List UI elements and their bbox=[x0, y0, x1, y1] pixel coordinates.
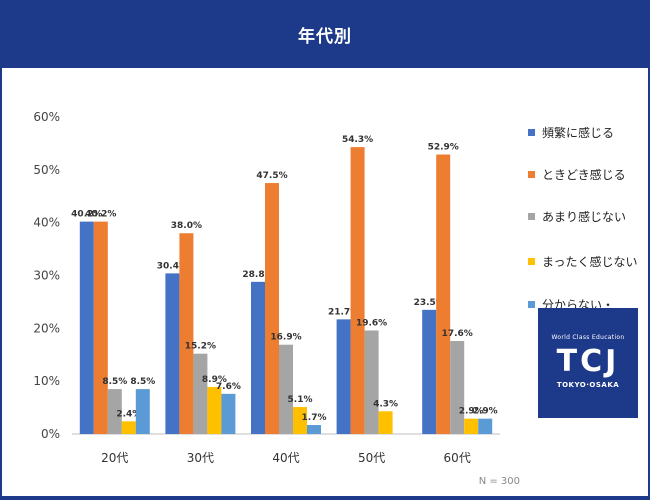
bar bbox=[93, 221, 108, 434]
y-tick-label: 10% bbox=[33, 374, 60, 388]
data-label: 28.8% bbox=[242, 270, 273, 280]
legend-label: まったく感じない bbox=[542, 254, 638, 269]
category-label: 50代 bbox=[358, 451, 385, 465]
bar bbox=[293, 407, 307, 434]
data-label: 16.9% bbox=[270, 333, 301, 343]
chart-panel: 0% 10% 20% 30% 40% 50% 60% 40.2% 40.2% 8.5% 2.4% 8.… bbox=[2, 68, 648, 496]
y-tick-label: 20% bbox=[33, 321, 60, 335]
bar bbox=[478, 418, 493, 434]
bar bbox=[193, 353, 208, 434]
bar bbox=[350, 147, 365, 434]
bar bbox=[251, 281, 265, 434]
y-tick-label: 50% bbox=[33, 163, 60, 177]
data-label: 8.5% bbox=[130, 377, 155, 387]
y-tick-label: 0% bbox=[41, 427, 60, 441]
legend-label: あまり感じない bbox=[542, 209, 626, 224]
bar bbox=[121, 421, 136, 434]
data-label: 40.2% bbox=[85, 210, 116, 220]
bar bbox=[279, 344, 293, 434]
data-label: 15.2% bbox=[185, 342, 216, 352]
data-label: 8.9% bbox=[202, 375, 227, 385]
data-label: 38.0% bbox=[171, 221, 202, 231]
bar bbox=[221, 393, 236, 434]
data-label: 2.4% bbox=[116, 409, 141, 419]
bar bbox=[364, 330, 379, 434]
bar bbox=[464, 418, 479, 434]
y-tick-label: 60% bbox=[33, 110, 60, 124]
data-label: 4.3% bbox=[373, 399, 398, 409]
data-label: 52.9% bbox=[428, 143, 459, 153]
bar bbox=[336, 319, 351, 434]
bar-chart: 0% 10% 20% 30% 40% 50% 60% 40.2%40.2% 8.5% 2.4% 8.… bbox=[33, 110, 638, 465]
bar bbox=[450, 341, 465, 434]
data-label: 23.5% bbox=[414, 298, 445, 308]
data-label: 7.6% bbox=[216, 382, 241, 392]
category-label: 40代 bbox=[272, 451, 299, 465]
bar bbox=[207, 386, 222, 434]
category-label: 20代 bbox=[101, 451, 128, 465]
bar bbox=[107, 389, 122, 434]
bar bbox=[307, 425, 321, 434]
tcj-logo: World Class Education TCJ TOKYO·OSAKA bbox=[538, 308, 638, 418]
bar bbox=[135, 389, 150, 434]
logo-location: TOKYO·OSAKA bbox=[556, 381, 620, 389]
page-header: 年代別 bbox=[0, 0, 650, 68]
sample-size-note: N = 300 bbox=[478, 476, 520, 487]
data-label: 2.9% bbox=[473, 407, 498, 417]
legend-swatch bbox=[528, 129, 535, 136]
bar bbox=[165, 273, 180, 434]
y-tick-label: 40% bbox=[33, 216, 60, 230]
category-label: 30代 bbox=[187, 451, 214, 465]
data-label: 5.1% bbox=[288, 395, 313, 405]
bar bbox=[79, 221, 94, 434]
legend-label: 頻繁に感じる bbox=[542, 125, 614, 140]
data-label: 21.7% bbox=[328, 307, 359, 317]
legend-swatch bbox=[528, 171, 535, 178]
bar bbox=[422, 309, 437, 434]
bar bbox=[179, 233, 194, 434]
data-label: 54.3% bbox=[342, 135, 373, 145]
page-title: 年代別 bbox=[298, 26, 352, 47]
data-label: 47.5% bbox=[256, 171, 287, 181]
bar bbox=[378, 411, 393, 434]
bar bbox=[265, 183, 279, 434]
data-label: 8.5% bbox=[102, 377, 127, 387]
category-label: 60代 bbox=[444, 451, 471, 465]
y-tick-label: 30% bbox=[33, 269, 60, 283]
bar bbox=[436, 154, 451, 434]
data-label: 17.6% bbox=[442, 329, 473, 339]
data-label: 2.9% bbox=[459, 407, 484, 417]
legend-swatch bbox=[528, 301, 535, 308]
legend-swatch bbox=[528, 213, 535, 220]
data-label: 40.2% bbox=[71, 210, 102, 220]
data-label: 1.7% bbox=[302, 413, 327, 423]
logo-tagline: World Class Education bbox=[551, 334, 625, 341]
logo-wordmark: TCJ bbox=[556, 344, 620, 379]
legend-label: ときどき感じる bbox=[542, 167, 626, 182]
legend-swatch bbox=[528, 258, 535, 265]
data-label: 19.6% bbox=[356, 318, 387, 328]
data-label: 30.4% bbox=[157, 261, 188, 271]
